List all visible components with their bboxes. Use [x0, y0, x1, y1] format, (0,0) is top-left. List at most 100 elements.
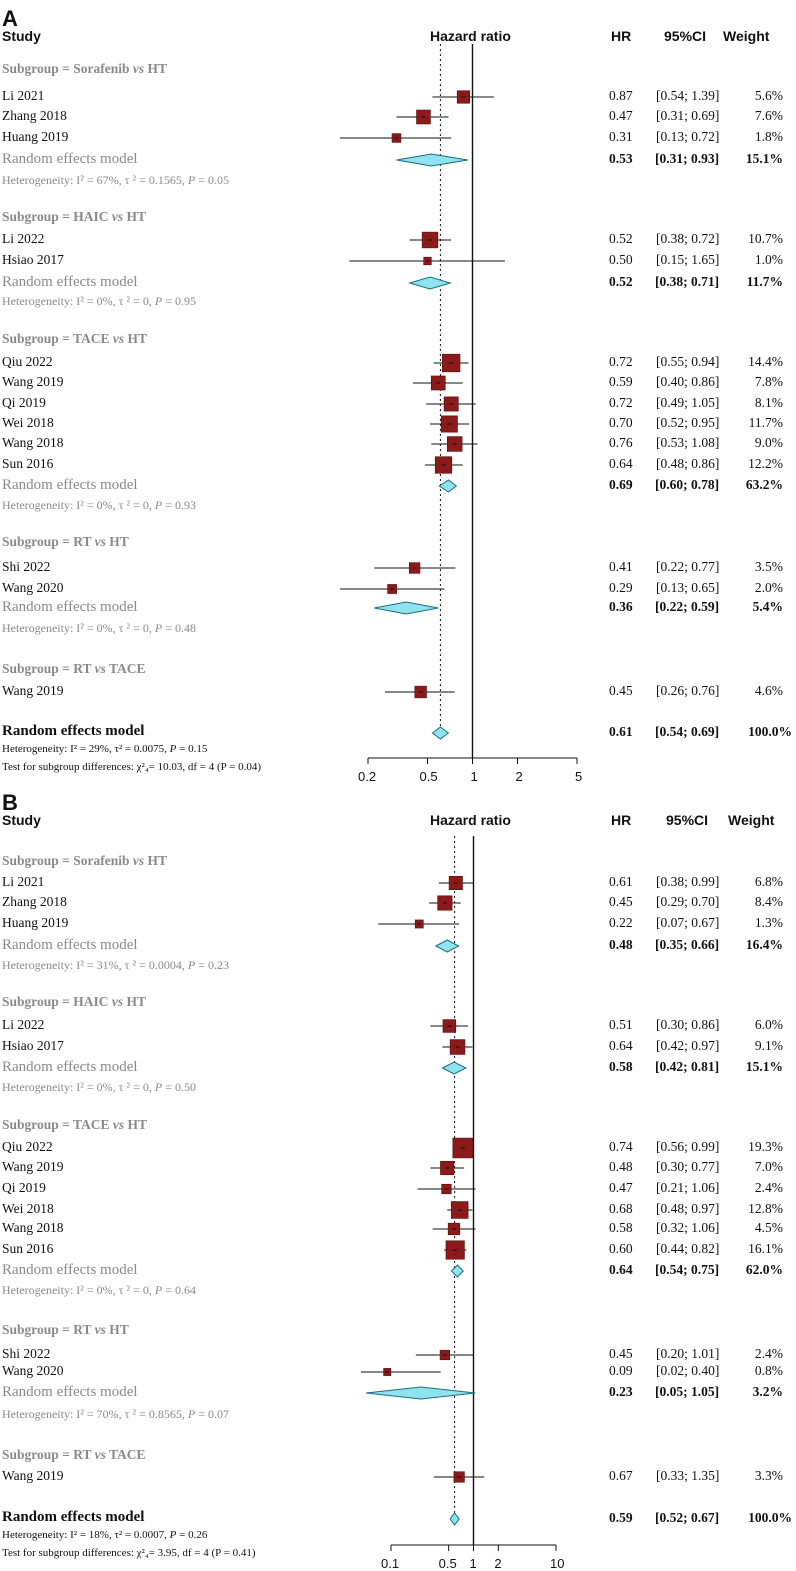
hr-value: 0.48: [609, 1159, 633, 1174]
weight-value: 6.8%: [754, 874, 783, 889]
weight-value: 15.1%: [745, 151, 783, 166]
overall-model-label: Random effects model: [2, 723, 145, 739]
header-study: Study: [2, 812, 41, 828]
subgroup-title: Subgroup = TACE vs HT: [2, 331, 148, 346]
hr-value: 0.09: [609, 1363, 633, 1378]
subgroup-heterogeneity: Heterogeneity: I² = 67%, τ ² = 0.1565, P…: [2, 173, 229, 187]
ci-value: [0.31; 0.69]: [656, 108, 720, 123]
subgroup-diamond: [450, 1264, 464, 1278]
study-name: Shi 2022: [2, 1346, 51, 1361]
x-axis-tick-label: 2: [515, 769, 523, 784]
ci-value: [0.30; 0.77]: [656, 1159, 720, 1174]
weight-value: 8.4%: [754, 894, 783, 909]
hr-value: 0.72: [609, 395, 633, 410]
weight-value: 5.6%: [754, 88, 783, 103]
hr-value: 0.74: [609, 1139, 633, 1154]
ci-value: [0.13; 0.72]: [656, 129, 720, 144]
ci-value: [0.48; 0.97]: [656, 1201, 720, 1216]
ci-value: [0.22; 0.77]: [656, 559, 720, 574]
subgroup-model-label: Random effects model: [2, 937, 138, 953]
subgroup-heterogeneity: Heterogeneity: I² = 31%, τ ² = 0.0004, P…: [2, 958, 229, 972]
hr-value: 0.47: [609, 1180, 633, 1195]
overall-hr: 0.61: [609, 724, 633, 739]
x-axis-tick-label: 5: [575, 769, 583, 784]
study-name: Hsiao 2017: [2, 252, 64, 267]
weight-value: 3.3%: [754, 1468, 783, 1483]
hr-value: 0.53: [609, 151, 633, 166]
x-axis-tick-label: 0.5: [438, 1556, 457, 1571]
subgroup-diamond: [441, 1061, 468, 1075]
weight-value: 1.8%: [754, 129, 783, 144]
weight-value: 16.1%: [748, 1241, 783, 1256]
ci-value: [0.29; 0.70]: [656, 894, 720, 909]
weight-value: 12.2%: [748, 456, 783, 471]
weight-value: 19.3%: [748, 1139, 783, 1154]
study-name: Wei 2018: [2, 415, 54, 430]
x-axis-tick-label: 0.5: [419, 769, 438, 784]
overall-ci: [0.54; 0.69]: [655, 724, 720, 739]
weight-value: 16.4%: [745, 937, 783, 952]
footer-note: Test for subgroup differences: χ²₄= 10.0…: [2, 761, 261, 773]
study-name: Li 2022: [2, 1017, 45, 1032]
subgroup-heterogeneity: Heterogeneity: I² = 70%, τ ² = 0.8565, P…: [2, 1407, 229, 1421]
ci-value: [0.38; 0.99]: [656, 874, 720, 889]
study-name: Wang 2019: [2, 1468, 64, 1483]
weight-value: 2.4%: [754, 1346, 783, 1361]
ci-value: [0.15; 1.65]: [656, 252, 720, 267]
weight-value: 3.5%: [754, 559, 783, 574]
footer-note: Heterogeneity: I² = 29%, τ² = 0.0075, P …: [2, 743, 208, 755]
study-name: Qiu 2022: [2, 354, 53, 369]
panel-label: B: [2, 790, 18, 815]
study-name: Wei 2018: [2, 1201, 54, 1216]
hr-value: 0.67: [609, 1468, 633, 1483]
subgroup-title: Subgroup = RT vs TACE: [2, 1447, 146, 1462]
hr-value: 0.41: [609, 559, 633, 574]
hr-value: 0.50: [609, 252, 633, 267]
footer-note: Heterogeneity: I² = 18%, τ² = 0.0007, P …: [2, 1529, 208, 1541]
weight-value: 4.6%: [754, 683, 783, 698]
overall-hr: 0.59: [609, 1510, 633, 1525]
study-name: Hsiao 2017: [2, 1038, 64, 1053]
ci-value: [0.26; 0.76]: [656, 683, 720, 698]
subgroup-title: Subgroup = HAIC vs HT: [2, 209, 146, 224]
ci-value: [0.40; 0.86]: [656, 374, 720, 389]
weight-value: 9.1%: [754, 1038, 783, 1053]
hr-value: 0.59: [609, 374, 633, 389]
subgroup-heterogeneity: Heterogeneity: I² = 0%, τ ² = 0, P = 0.9…: [2, 294, 196, 308]
study-name: Wang 2020: [2, 580, 64, 595]
ci-value: [0.38; 0.72]: [656, 231, 720, 246]
overall-diamond: [449, 1512, 460, 1526]
ci-value: [0.38; 0.71]: [655, 274, 720, 289]
hr-value: 0.52: [609, 274, 633, 289]
header-hazard-ratio: Hazard ratio: [430, 28, 511, 44]
subgroup-model-label: Random effects model: [2, 1262, 138, 1278]
ci-value: [0.52; 0.95]: [656, 415, 720, 430]
weight-value: 12.8%: [748, 1201, 783, 1216]
hr-value: 0.64: [609, 1262, 633, 1277]
ci-value: [0.42; 0.81]: [655, 1059, 720, 1074]
study-name: Wang 2019: [2, 374, 64, 389]
overall-diamond: [431, 726, 450, 740]
hr-value: 0.64: [609, 456, 633, 471]
subgroup-diamond: [407, 276, 453, 290]
subgroup-title: Subgroup = RT vs HT: [2, 1322, 129, 1337]
ci-value: [0.13; 0.65]: [656, 580, 720, 595]
ci-value: [0.54; 0.75]: [655, 1262, 720, 1277]
study-name: Wang 2018: [2, 1220, 64, 1235]
ci-value: [0.07; 0.67]: [656, 915, 720, 930]
subgroup-model-label: Random effects model: [2, 599, 138, 615]
subgroup-model-label: Random effects model: [2, 477, 138, 493]
hr-value: 0.72: [609, 354, 633, 369]
header-study: Study: [2, 28, 41, 44]
weight-value: 2.0%: [754, 580, 783, 595]
ci-value: [0.05; 1.05]: [655, 1384, 720, 1399]
ci-value: [0.21; 1.06]: [656, 1180, 720, 1195]
study-name: Wang 2019: [2, 1159, 64, 1174]
ci-value: [0.60; 0.78]: [655, 477, 720, 492]
overall-weight: 100.0%: [748, 1510, 792, 1525]
subgroup-title: Subgroup = TACE vs HT: [2, 1117, 148, 1132]
study-name: Wang 2019: [2, 683, 64, 698]
overall-model-label: Random effects model: [2, 1509, 145, 1525]
subgroup-diamond: [438, 479, 458, 493]
